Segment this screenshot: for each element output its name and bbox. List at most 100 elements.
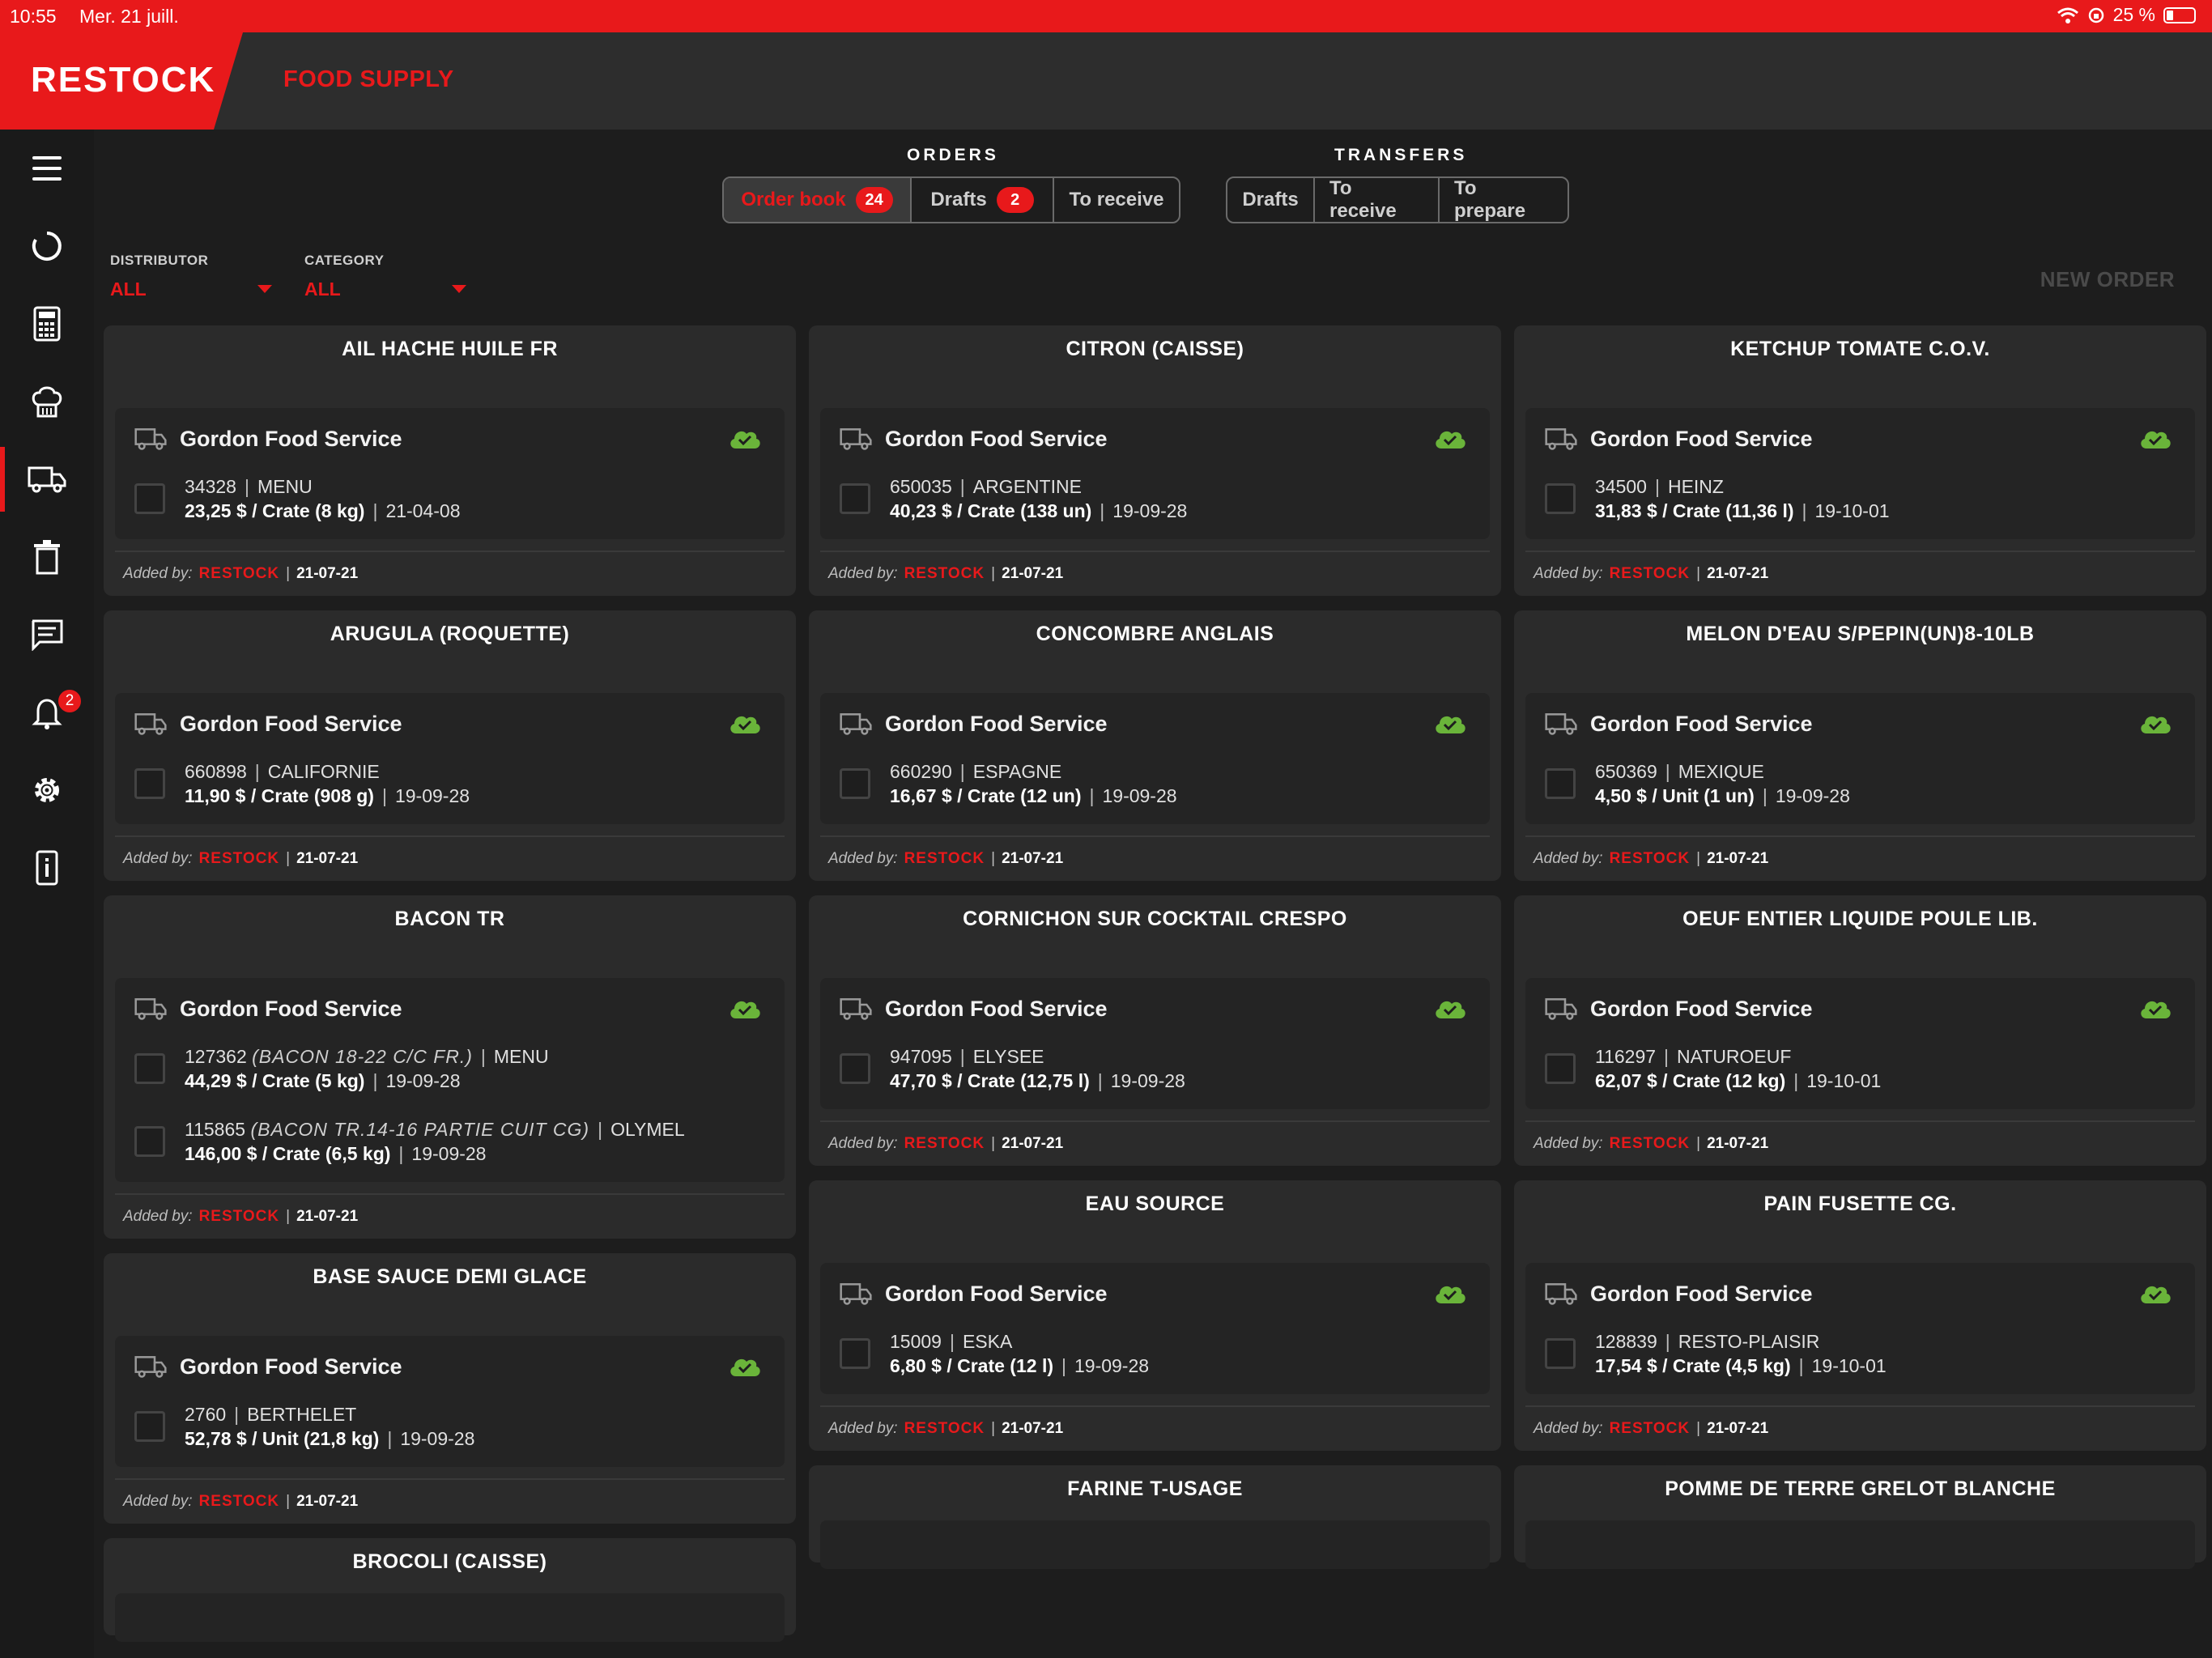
product-card[interactable]: CONCOMBRE ANGLAIS Gordon Food Service 6602… xyxy=(809,610,1501,881)
sidebar-item-settings[interactable] xyxy=(0,751,94,829)
product-card[interactable]: CITRON (CAISSE) Gordon Food Service 650035… xyxy=(809,325,1501,596)
transfers-tabs: Drafts To receive To prepare xyxy=(1226,176,1569,223)
tab-transfer-to-prepare[interactable]: To prepare xyxy=(1440,178,1568,222)
product-card[interactable]: OEUF ENTIER LIQUIDE POULE LIB. Gordon Foo… xyxy=(1514,895,2206,1166)
product-card[interactable]: BASE SAUCE DEMI GLACE Gordon Food Service… xyxy=(104,1253,796,1524)
item-checkbox[interactable] xyxy=(134,1053,165,1084)
product-card[interactable]: ARUGULA (ROQUETTE) Gordon Food Service 660… xyxy=(104,610,796,881)
wifi-icon xyxy=(2057,7,2078,23)
item-checkbox[interactable] xyxy=(840,1338,870,1369)
item-code: 34500 xyxy=(1595,476,1647,497)
product-card[interactable]: POMME DE TERRE GRELOT BLANCHE xyxy=(1514,1465,2206,1569)
sidebar-item-orders[interactable] xyxy=(0,440,94,518)
item-checkbox[interactable] xyxy=(1545,483,1576,514)
product-title: EAU SOURCE xyxy=(1085,1192,1225,1215)
item-details: 127362 (BACON 18-22 C/C FR.) | MENU 44,29 $… xyxy=(185,1044,549,1093)
truck-icon xyxy=(840,1283,872,1305)
product-item: 650369 | MEXIQUE 4,50 $ / Unit (1 un) | 19-09… xyxy=(1545,759,2179,808)
truck-icon xyxy=(28,466,66,493)
tab-transfer-to-receive[interactable]: To receive xyxy=(1315,178,1440,222)
product-item: 650035 | ARGENTINE 40,23 $ / Crate (138 un)… xyxy=(840,474,1474,523)
tab-order-to-receive[interactable]: To receive xyxy=(1054,178,1179,222)
tab-order-book-label: Order book xyxy=(741,189,846,210)
supplier-row: Gordon Food Service xyxy=(1545,709,2179,738)
item-date: 19-10-01 xyxy=(1814,500,1890,521)
supplier-row: Gordon Food Service xyxy=(134,1352,768,1381)
product-card[interactable]: BROCOLI (CAISSE) xyxy=(104,1538,796,1642)
item-checkbox[interactable] xyxy=(134,768,165,799)
drafts-count: 2 xyxy=(996,187,1034,213)
added-by-label: Added by: xyxy=(828,850,898,867)
item-line-1: 660898 | CALIFORNIE xyxy=(185,759,470,784)
tab-order-book[interactable]: Order book 24 xyxy=(724,178,912,222)
sidebar-item-device[interactable] xyxy=(0,829,94,907)
item-checkbox[interactable] xyxy=(134,1411,165,1442)
supplier-panel: Gordon Food Service 116297 | NATUROEUF 62,07… xyxy=(1525,978,2195,1109)
supplier-name: Gordon Food Service xyxy=(1590,711,1813,736)
sidebar-item-notifications[interactable]: 2 xyxy=(0,674,94,751)
item-line-2: 23,25 $ / Crate (8 kg) | 21-04-08 xyxy=(185,499,461,523)
distributor-filter-dropdown[interactable]: ALL xyxy=(110,278,272,301)
app-header: RESTOCK FOOD SUPPLY xyxy=(0,32,2212,130)
product-card[interactable]: AIL HACHE HUILE FR Gordon Food Service 343… xyxy=(104,325,796,596)
sidebar-item-waste[interactable] xyxy=(0,518,94,596)
app-logo[interactable]: RESTOCK xyxy=(31,60,216,100)
added-by-brand: RESTOCK xyxy=(1609,850,1691,867)
sync-status xyxy=(1433,996,1467,1024)
new-order-button[interactable]: NEW ORDER xyxy=(2040,267,2175,291)
distributor-filter[interactable]: DISTRIBUTOR ALL xyxy=(110,253,272,301)
product-card[interactable]: EAU SOURCE Gordon Food Service 15009 | ESKA 6… xyxy=(809,1180,1501,1451)
product-card[interactable]: PAIN FUSETTE CG. Gordon Food Service 12883… xyxy=(1514,1180,2206,1451)
category-filter[interactable]: CATEGORY ALL xyxy=(304,253,466,301)
sidebar-item-calculator[interactable] xyxy=(0,285,94,363)
product-card[interactable]: KETCHUP TOMATE C.O.V. Gordon Food Service… xyxy=(1514,325,2206,596)
added-by-row: Added by: RESTOCK | 21-07-21 xyxy=(820,1120,1490,1166)
truck-icon xyxy=(1545,1283,1577,1305)
product-card[interactable]: MELON D'EAU S/PEPIN(UN)8-10LB Gordon Food… xyxy=(1514,610,2206,881)
item-price: 40,23 $ / Crate (138 un) xyxy=(890,500,1092,521)
tab-order-drafts[interactable]: Drafts 2 xyxy=(912,178,1054,222)
item-code: 650369 xyxy=(1595,761,1657,782)
sidebar-item-recipes[interactable] xyxy=(0,363,94,440)
distributor-filter-label: DISTRIBUTOR xyxy=(110,253,209,268)
separator: | xyxy=(1100,500,1105,521)
tab-transfer-drafts[interactable]: Drafts xyxy=(1227,178,1315,222)
added-by-row: Added by: RESTOCK | 21-07-21 xyxy=(1525,1405,2195,1451)
product-title: BACON TR xyxy=(394,908,505,930)
product-card[interactable]: BACON TR Gordon Food Service 127362 (BACON… xyxy=(104,895,796,1239)
category-filter-dropdown[interactable]: ALL xyxy=(304,278,466,301)
item-checkbox[interactable] xyxy=(134,1126,165,1157)
supplier-panel xyxy=(115,1593,785,1642)
cloud-check-icon xyxy=(2141,716,2171,733)
sidebar-item-messages[interactable] xyxy=(0,596,94,674)
added-by-label: Added by: xyxy=(1534,850,1603,867)
item-price: 52,78 $ / Unit (21,8 kg) xyxy=(185,1428,380,1449)
sidebar-item-menu[interactable] xyxy=(0,130,94,207)
battery-percent: 25 % xyxy=(2112,4,2155,25)
product-card[interactable]: CORNICHON SUR COCKTAIL CRESPO Gordon Food… xyxy=(809,895,1501,1166)
supplier-name: Gordon Food Service xyxy=(180,711,402,736)
sidebar-item-dashboard[interactable] xyxy=(0,207,94,285)
item-checkbox[interactable] xyxy=(1545,768,1576,799)
separator: | xyxy=(991,565,996,582)
sync-status xyxy=(728,711,762,739)
item-price: 17,54 $ / Crate (4,5 kg) xyxy=(1595,1355,1791,1376)
item-checkbox[interactable] xyxy=(840,768,870,799)
separator: | xyxy=(1696,565,1701,582)
separator: | xyxy=(991,850,996,867)
item-checkbox[interactable] xyxy=(1545,1338,1576,1369)
product-card[interactable]: FARINE T-USAGE xyxy=(809,1465,1501,1569)
truck-icon xyxy=(840,998,872,1020)
status-bar: 10:55 Mer. 21 juill. 25 % xyxy=(0,0,2212,32)
item-checkbox[interactable] xyxy=(134,483,165,514)
product-title: BROCOLI (CAISSE) xyxy=(352,1550,547,1573)
item-checkbox[interactable] xyxy=(1545,1053,1576,1084)
supplier-panel: Gordon Food Service 650035 | ARGENTINE 40,23… xyxy=(820,408,1490,539)
item-checkbox[interactable] xyxy=(840,1053,870,1084)
separator: | xyxy=(1696,850,1701,867)
item-checkbox[interactable] xyxy=(840,483,870,514)
product-item: 127362 (BACON 18-22 C/C FR.) | MENU 44,29 $… xyxy=(134,1044,768,1093)
cloud-check-icon xyxy=(2141,1286,2171,1303)
truck-icon xyxy=(840,428,872,450)
product-title: AIL HACHE HUILE FR xyxy=(342,338,558,360)
